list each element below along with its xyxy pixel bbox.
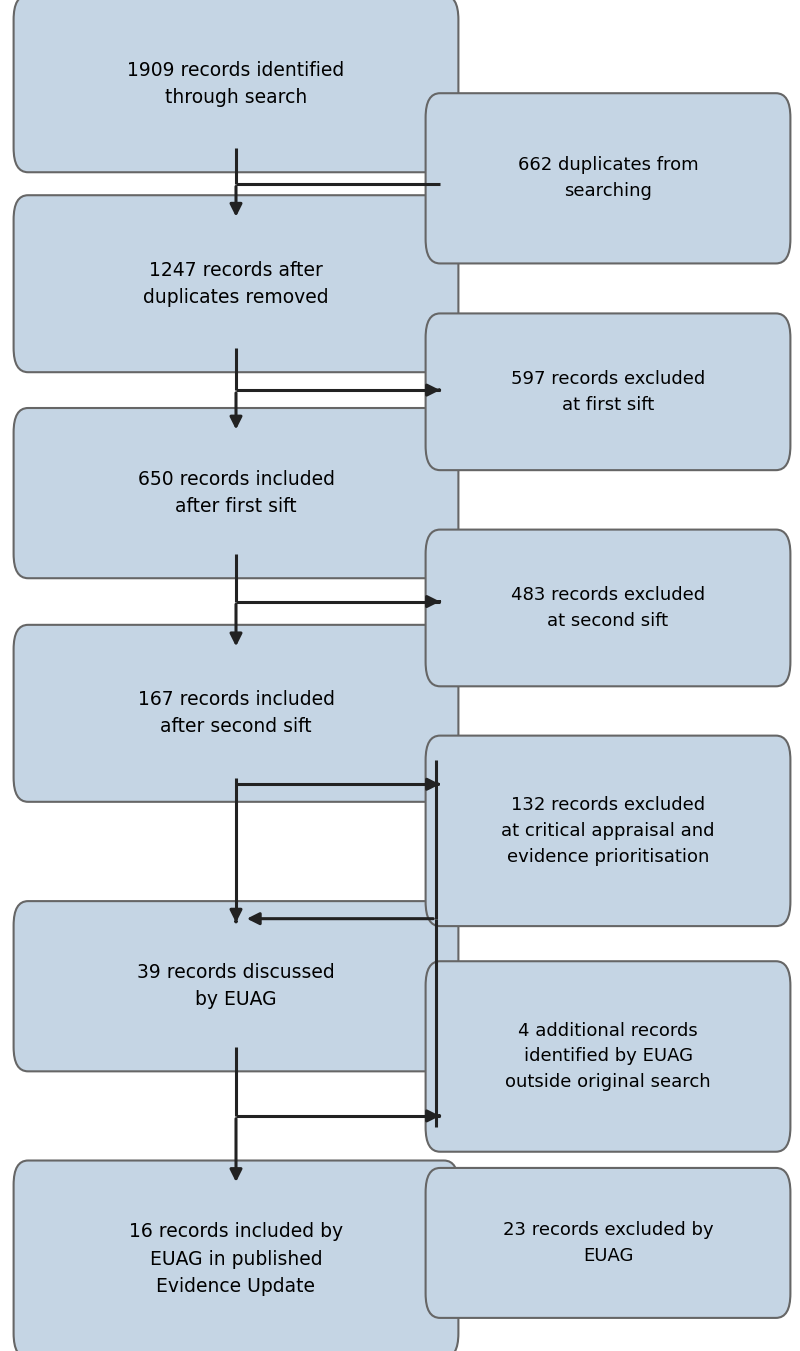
Text: 39 records discussed
by EUAG: 39 records discussed by EUAG	[137, 963, 335, 1009]
Text: 167 records included
after second sift: 167 records included after second sift	[138, 690, 334, 736]
FancyBboxPatch shape	[14, 1161, 458, 1351]
Text: 483 records excluded
at second sift: 483 records excluded at second sift	[511, 586, 705, 630]
FancyBboxPatch shape	[14, 408, 458, 578]
Text: 662 duplicates from
searching: 662 duplicates from searching	[518, 157, 698, 200]
Text: 1247 records after
duplicates removed: 1247 records after duplicates removed	[143, 261, 329, 307]
Text: 1909 records identified
through search: 1909 records identified through search	[127, 61, 345, 107]
FancyBboxPatch shape	[14, 0, 458, 173]
Text: 132 records excluded
at critical appraisal and
evidence prioritisation: 132 records excluded at critical apprais…	[502, 796, 714, 866]
FancyBboxPatch shape	[426, 313, 790, 470]
Text: 23 records excluded by
EUAG: 23 records excluded by EUAG	[502, 1221, 714, 1265]
FancyBboxPatch shape	[426, 1167, 790, 1319]
FancyBboxPatch shape	[426, 93, 790, 263]
Text: 597 records excluded
at first sift: 597 records excluded at first sift	[511, 370, 705, 413]
FancyBboxPatch shape	[14, 624, 458, 802]
Text: 16 records included by
EUAG in published
Evidence Update: 16 records included by EUAG in published…	[129, 1223, 343, 1296]
FancyBboxPatch shape	[426, 735, 790, 927]
Text: 4 additional records
identified by EUAG
outside original search: 4 additional records identified by EUAG …	[505, 1021, 711, 1092]
FancyBboxPatch shape	[14, 901, 458, 1071]
FancyBboxPatch shape	[426, 962, 790, 1151]
FancyBboxPatch shape	[426, 530, 790, 686]
Text: 650 records included
after first sift: 650 records included after first sift	[138, 470, 334, 516]
FancyBboxPatch shape	[14, 195, 458, 372]
